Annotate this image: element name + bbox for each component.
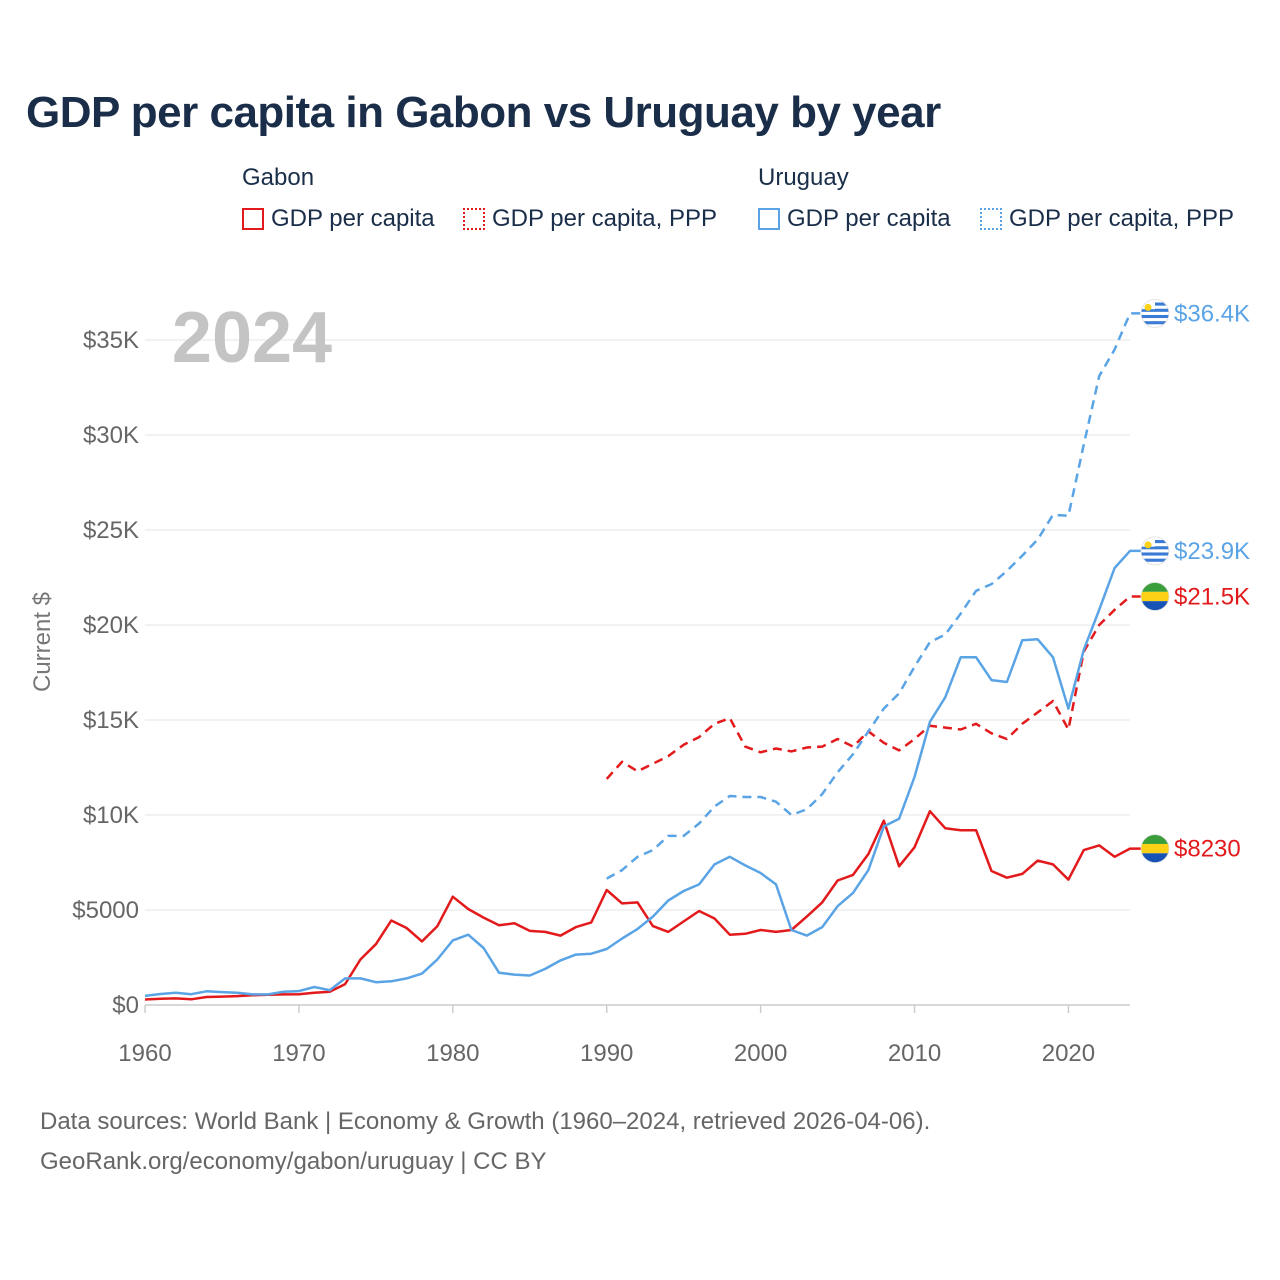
y-tick-label: $5000 bbox=[72, 897, 139, 924]
end-value-label: $8230 bbox=[1174, 836, 1241, 863]
legend-swatch-dotted-icon bbox=[980, 208, 1002, 230]
legend-label: GDP per capita, PPP bbox=[492, 205, 717, 232]
x-tick-label: 1970 bbox=[272, 1040, 325, 1067]
x-tick-label: 1990 bbox=[580, 1040, 633, 1067]
legend-swatch-solid-icon bbox=[758, 208, 780, 230]
y-tick-label: $25K bbox=[83, 517, 139, 544]
year-watermark: 2024 bbox=[172, 298, 332, 378]
legend-uruguay-gdp[interactable]: GDP per capita bbox=[758, 205, 951, 233]
uruguay-flag-icon bbox=[1141, 299, 1169, 328]
legend-uruguay-gdp-ppp[interactable]: GDP per capita, PPP bbox=[980, 205, 1234, 233]
series-line[interactable] bbox=[144, 809, 1142, 1001]
gabon-flag-icon bbox=[1141, 834, 1169, 863]
y-axis-label: Current $ bbox=[29, 592, 56, 692]
x-tick-label: 1980 bbox=[426, 1040, 479, 1067]
legend-gabon-gdp[interactable]: GDP per capita bbox=[242, 205, 435, 233]
x-tick-label: 2010 bbox=[888, 1040, 941, 1067]
end-label-gabon: $21.5K bbox=[1140, 582, 1250, 611]
x-tick-label: 2000 bbox=[734, 1040, 787, 1067]
y-tick-label: $30K bbox=[83, 422, 139, 449]
series-line[interactable] bbox=[606, 312, 1142, 880]
y-tick-label: $15K bbox=[83, 707, 139, 734]
chart-title: GDP per capita in Gabon vs Uruguay by ye… bbox=[26, 88, 941, 137]
footer-sources: Data sources: World Bank | Economy & Gro… bbox=[40, 1108, 931, 1135]
legend-label: GDP per capita, PPP bbox=[1009, 205, 1234, 232]
y-tick-label: $20K bbox=[83, 612, 139, 639]
series-line[interactable] bbox=[605, 595, 1142, 780]
x-tick-label: 1960 bbox=[118, 1040, 171, 1067]
end-labels: $36.4K $23.9K $21.5K $8230 bbox=[1140, 298, 1250, 864]
end-value-label: $21.5K bbox=[1174, 584, 1250, 611]
uruguay-flag-icon bbox=[1141, 536, 1169, 565]
series bbox=[144, 312, 1142, 1001]
end-label-uruguay: $23.9K bbox=[1140, 536, 1250, 566]
y-tick-label: $10K bbox=[83, 802, 139, 829]
end-value-label: $36.4K bbox=[1174, 300, 1250, 327]
legend-gabon-gdp-ppp[interactable]: GDP per capita, PPP bbox=[463, 205, 717, 233]
legend-group-gabon: Gabon bbox=[242, 164, 315, 191]
end-value-label: $23.9K bbox=[1174, 538, 1250, 565]
footer-credit[interactable]: GeoRank.org/economy/gabon/uruguay | CC B… bbox=[40, 1148, 547, 1175]
legend-label: GDP per capita bbox=[271, 205, 435, 232]
legend-label: GDP per capita bbox=[787, 205, 951, 232]
legend-swatch-dotted-icon bbox=[463, 208, 485, 230]
x-tick-label: 2020 bbox=[1042, 1040, 1095, 1067]
gabon-flag-icon bbox=[1141, 582, 1169, 611]
series-line[interactable] bbox=[144, 549, 1142, 998]
y-tick-label: $35K bbox=[83, 327, 139, 354]
end-label-uruguay: $36.4K bbox=[1140, 298, 1250, 328]
grid bbox=[145, 339, 1130, 1006]
axes: $0 $5000 $10K $15K $20K $25K $30K $35K 1960 1970 1… bbox=[72, 327, 1095, 1067]
y-tick-label: $0 bbox=[112, 992, 139, 1019]
legend-group-uruguay: Uruguay bbox=[758, 164, 849, 191]
legend-swatch-solid-icon bbox=[242, 208, 264, 230]
end-label-gabon: $8230 bbox=[1140, 834, 1241, 864]
